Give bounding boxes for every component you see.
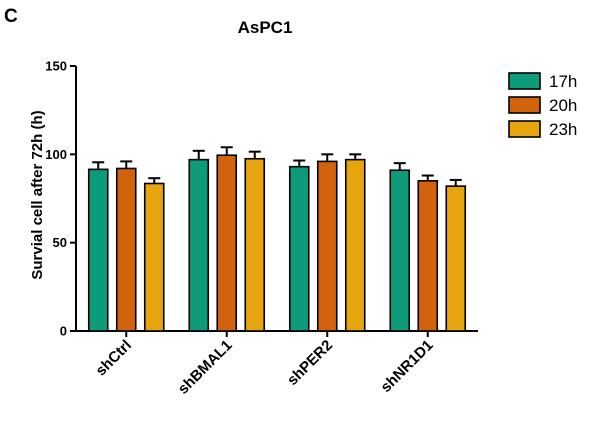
x-tick-label: shCtrl <box>92 337 135 380</box>
bar <box>344 158 366 332</box>
bar <box>445 185 467 332</box>
x-tick-label: shBMAL1 <box>175 337 236 398</box>
legend-label: 17h <box>549 72 577 91</box>
legend: 17h 20h 23h <box>508 72 577 139</box>
legend-label: 20h <box>549 96 577 115</box>
bar <box>143 182 165 332</box>
legend-swatch <box>508 96 541 114</box>
bar <box>244 157 266 332</box>
legend-swatch <box>508 120 541 138</box>
bar <box>316 160 338 332</box>
x-tick-labels: shCtrl shBMAL1 shPER2 shNR1D1 <box>92 331 437 398</box>
y-tick-label: 50 <box>53 235 67 250</box>
legend-label: 23h <box>549 120 577 139</box>
bar <box>389 169 411 332</box>
axes: 0 50 100 150 <box>45 59 478 339</box>
y-axis-label: Survial cell after 72h (h) <box>29 110 46 279</box>
bar <box>216 154 238 332</box>
x-tick-label: shNR1D1 <box>377 337 436 396</box>
bar <box>288 165 310 332</box>
y-tick-label: 100 <box>45 147 67 162</box>
x-tick-label: shPER2 <box>284 337 336 389</box>
chart-title: AsPC1 <box>238 18 293 37</box>
bar <box>417 180 439 332</box>
bar <box>115 167 137 332</box>
legend-swatch <box>508 72 541 90</box>
bar <box>188 158 210 332</box>
panel-letter: C <box>4 6 18 27</box>
bars-group <box>87 146 467 332</box>
y-tick-label: 150 <box>45 59 67 74</box>
y-tick-label: 0 <box>60 324 67 339</box>
bar <box>87 168 109 332</box>
